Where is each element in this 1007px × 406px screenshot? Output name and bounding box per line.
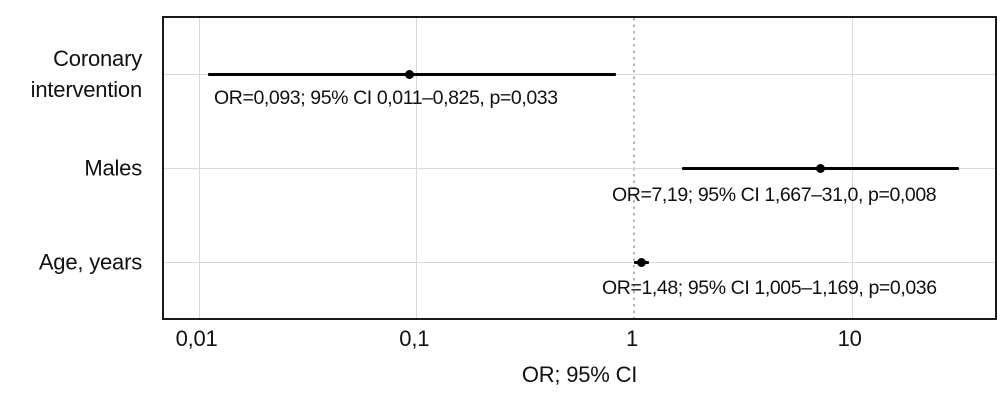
row-label: Coronary intervention [30, 46, 143, 102]
or-ci-annotation: OR=1,48; 95% CI 1,005–1,169, p=0,036 [602, 277, 937, 299]
x-tick-label: 10 [837, 326, 862, 351]
x-tick-label: 1 [625, 326, 639, 351]
horizontal-gridline [164, 168, 995, 169]
or-ci-annotation: OR=7,19; 95% CI 1,667–31,0, p=0,008 [612, 184, 937, 206]
or-ci-annotation: OR=0,093; 95% CI 0,011–0,825, p=0,033 [214, 87, 558, 109]
odds-ratio-point [404, 69, 414, 79]
x-tick-label: 0,01 [175, 326, 218, 351]
row-label: Males [84, 155, 142, 181]
odds-ratio-point [816, 163, 825, 173]
row-label: Age, years [38, 249, 142, 275]
horizontal-gridline [164, 262, 995, 263]
odds-ratio-point [636, 257, 646, 267]
x-axis-title: OR; 95% CI [521, 362, 638, 387]
plot-area [162, 16, 997, 320]
x-tick-label: 0,1 [399, 326, 430, 351]
